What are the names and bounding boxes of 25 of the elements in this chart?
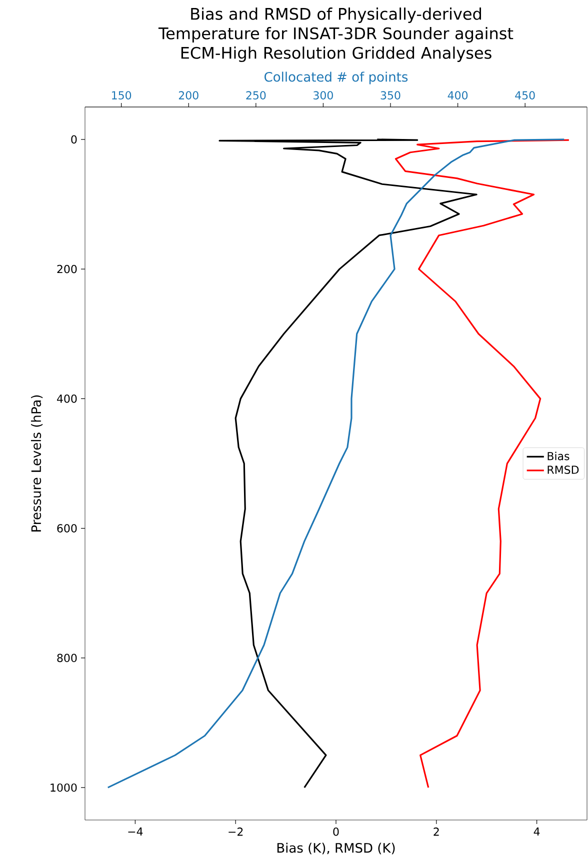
x-axis-title: Bias (K), RMSD (K)	[277, 842, 395, 854]
x-tick-label: 0	[333, 828, 339, 836]
line-series	[218, 138, 478, 788]
x2-tick-label: 450	[515, 91, 535, 100]
x2-tick-label: 300	[314, 91, 333, 100]
y-tick-label: 400	[57, 394, 77, 403]
x-tick-label: 2	[434, 828, 439, 836]
legend-label: Bias	[548, 452, 570, 460]
x2-tick-label: 150	[112, 91, 132, 100]
y-tick-label: 200	[57, 264, 77, 274]
y-tick-label: 0	[71, 135, 77, 144]
x2-tick-label: 200	[178, 91, 198, 100]
x2-tick-label: 250	[246, 91, 266, 100]
x2-axis-title: Collocated # of points	[264, 72, 408, 84]
x-tick-label: −2	[228, 828, 243, 836]
chart-title: Bias and RMSD of Physically-derived Temperature for INSAT-3DR Sounder against ECM-High Resolution Gridded Analyses	[158, 8, 514, 62]
x-tick-label: 4	[534, 828, 540, 836]
y-tick-label: 600	[57, 524, 77, 532]
x2-tick-label: 400	[448, 91, 468, 100]
y-tick-label: 1000	[50, 783, 77, 792]
legend-label: RMSD	[548, 466, 579, 474]
y-tick-label: 800	[57, 654, 77, 662]
y-axis-title: Pressure Levels (hPa)	[31, 395, 43, 532]
x-tick-label: −4	[128, 828, 143, 836]
x2-tick-label: 350	[380, 91, 400, 100]
